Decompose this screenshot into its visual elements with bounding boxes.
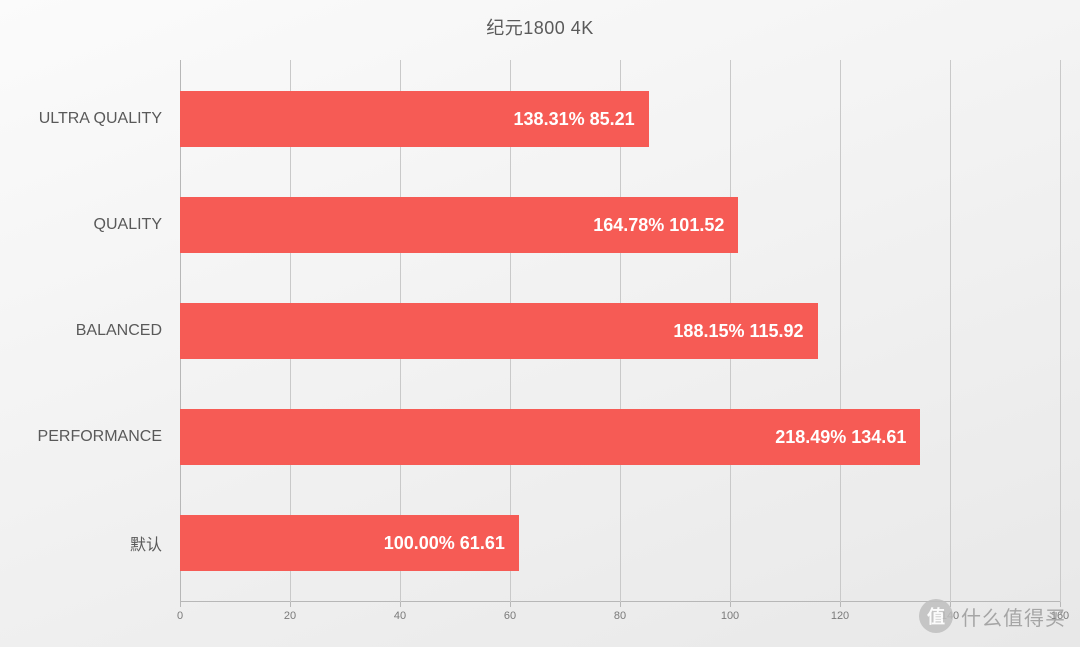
category-label: ULTRA QUALITY	[2, 91, 162, 147]
bar: 138.31% 85.21	[180, 91, 649, 147]
chart-title: 纪元1800 4K	[0, 14, 1080, 40]
category-label: PERFORMANCE	[2, 409, 162, 465]
watermark: 值 什么值得买	[919, 599, 1066, 633]
bar: 164.78% 101.52	[180, 197, 738, 253]
bar-row: ULTRA QUALITY138.31% 85.21	[180, 91, 1060, 147]
category-label: 默认	[2, 515, 162, 571]
bar: 188.15% 115.92	[180, 303, 818, 359]
category-label: QUALITY	[2, 197, 162, 253]
x-tick-mark	[400, 602, 401, 607]
chart-container: 纪元1800 4K 020406080100120140160ULTRA QUA…	[0, 0, 1080, 647]
x-tick-mark	[180, 602, 181, 607]
watermark-badge-icon: 值	[919, 599, 953, 633]
bar: 218.49% 134.61	[180, 409, 920, 465]
bar-row: BALANCED188.15% 115.92	[180, 303, 1060, 359]
bar-row: QUALITY164.78% 101.52	[180, 197, 1060, 253]
category-label: BALANCED	[2, 303, 162, 359]
x-tick-label: 100	[721, 610, 739, 622]
plot-area: 020406080100120140160ULTRA QUALITY138.31…	[180, 60, 1060, 602]
x-tick-mark	[510, 602, 511, 607]
bar-row: PERFORMANCE218.49% 134.61	[180, 409, 1060, 465]
bar-value-label: 100.00% 61.61	[384, 533, 505, 554]
watermark-text: 什么值得买	[961, 602, 1066, 631]
x-tick-label: 60	[504, 610, 516, 622]
bar-row: 默认100.00% 61.61	[180, 515, 1060, 571]
gridline	[1060, 60, 1061, 602]
x-tick-label: 0	[177, 610, 183, 622]
x-tick-mark	[290, 602, 291, 607]
x-tick-label: 20	[284, 610, 296, 622]
bar-value-label: 188.15% 115.92	[673, 321, 803, 342]
x-tick-mark	[620, 602, 621, 607]
x-tick-label: 80	[614, 610, 626, 622]
bar-value-label: 164.78% 101.52	[593, 215, 724, 236]
x-tick-label: 40	[394, 610, 406, 622]
bar-value-label: 138.31% 85.21	[514, 109, 635, 130]
x-tick-mark	[730, 602, 731, 607]
x-tick-label: 120	[831, 610, 849, 622]
bar: 100.00% 61.61	[180, 515, 519, 571]
bar-value-label: 218.49% 134.61	[775, 427, 906, 448]
x-tick-mark	[840, 602, 841, 607]
